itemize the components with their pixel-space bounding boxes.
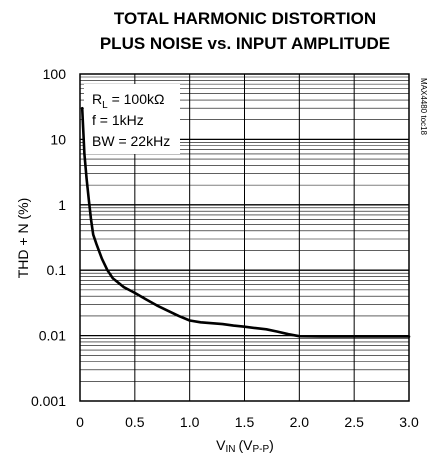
chart-title-line-1: TOTAL HARMONIC DISTORTION [114,9,376,28]
x-axis-label-main: V [216,437,226,453]
y-axis-label: THD + N (%) [15,198,31,279]
annotation-rl-rest: = 100kΩ [108,91,165,107]
y-tick-label: 1 [58,197,66,213]
annotation-bandwidth: BW = 22kHz [92,133,170,149]
y-tick-labels: 100 10 1 0.1 0.01 0.001 [31,66,66,409]
x-axis-label-unit: (V [239,437,254,453]
y-tick-label: 0.001 [31,393,66,409]
y-tick-label: 0.01 [39,328,66,344]
x-tick-label: 1.5 [235,414,255,430]
x-axis-label-unit-sub: P-P [253,444,270,455]
thd-series-line [80,106,411,338]
x-tick-label: 2.5 [344,414,364,430]
x-tick-label: 0 [76,414,84,430]
x-tick-label: 3.0 [399,414,419,430]
x-axis-label-sub: IN [226,444,236,455]
x-axis-label: VIN (VP-P) [216,437,274,455]
y-tick-label: 10 [50,131,66,147]
annotation-frequency: f = 1kHz [92,112,144,128]
x-tick-label: 0.5 [125,414,145,430]
annotation-rl: RL = 100kΩ [92,91,164,111]
figure-id: MAX4480 toc18 [419,78,428,135]
x-tick-label: 1.0 [180,414,200,430]
annotation-rl-sub: L [102,100,108,111]
x-tick-labels: 0 0.5 1.0 1.5 2.0 2.5 3.0 [76,414,419,430]
plot-frame [79,73,410,402]
x-axis-label-close: ) [269,437,274,453]
x-tick-label: 2.0 [290,414,310,430]
y-tick-label: 100 [43,66,67,82]
annotation-rl-main: R [92,91,102,107]
annotation-background [84,84,180,154]
y-tick-label: 0.1 [47,262,67,278]
chart-title-line-2: PLUS NOISE vs. INPUT AMPLITUDE [100,34,390,53]
